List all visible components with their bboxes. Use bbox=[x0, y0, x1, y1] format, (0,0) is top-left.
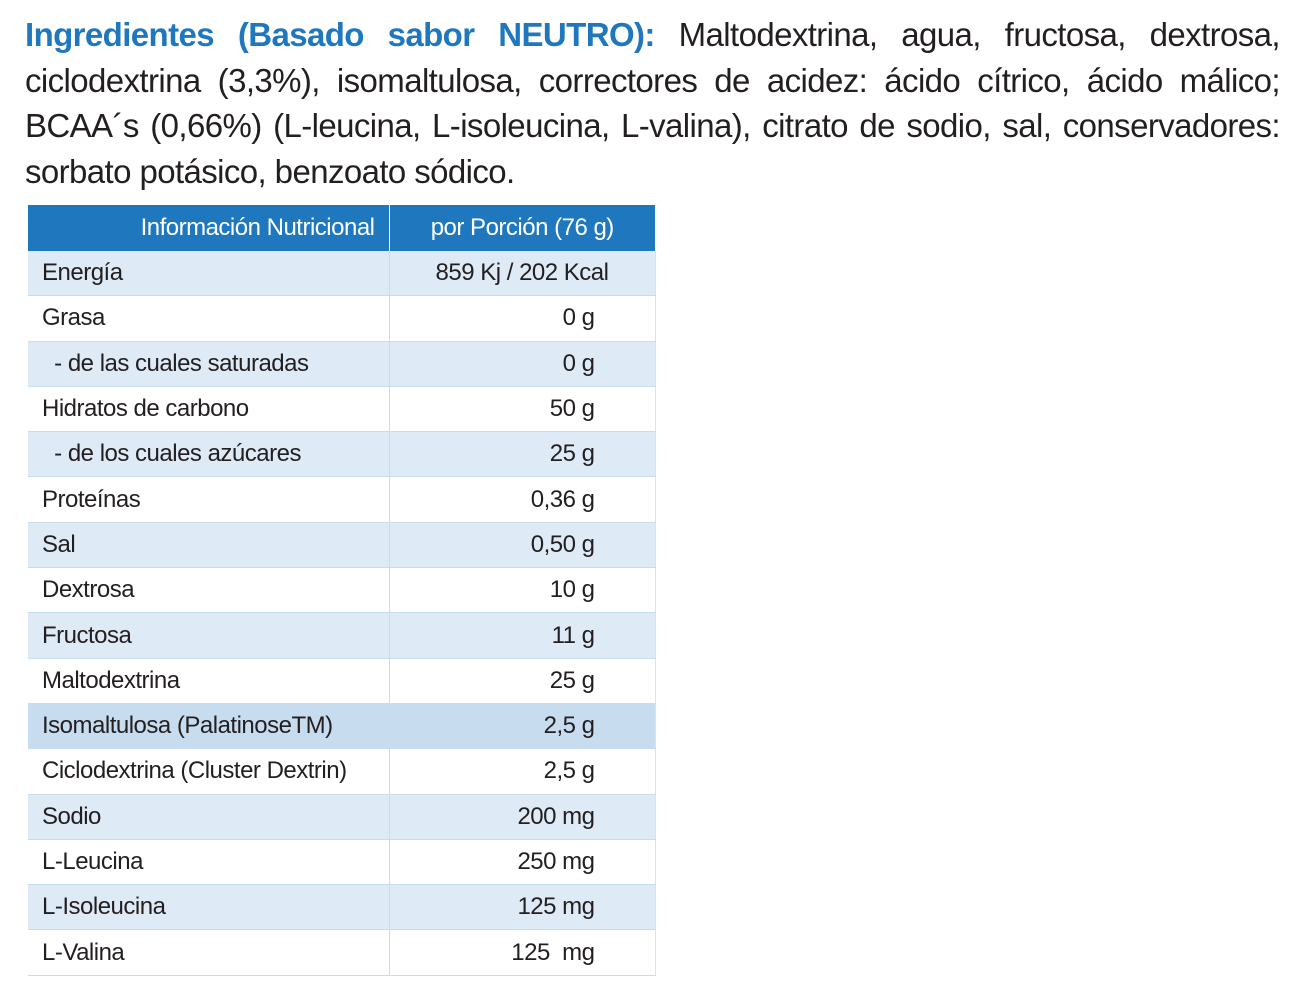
nutrient-value: 0,36 g bbox=[389, 476, 656, 523]
ingredients-text: Maltodextrina, agua, fructosa, dextrosa,… bbox=[25, 16, 1281, 190]
table-row: Sodio 200 mg bbox=[28, 794, 656, 840]
nutrient-value: 125 mg bbox=[389, 884, 656, 931]
table-row: Dextrosa 10 g bbox=[28, 567, 656, 614]
nutrient-name: Dextrosa bbox=[28, 567, 390, 614]
nutrient-value: 250 mg bbox=[389, 839, 656, 886]
table-row: Fructosa 11 g bbox=[28, 612, 656, 659]
table-row: L-Leucina 250 mg bbox=[28, 839, 656, 886]
nutrient-name: Proteínas bbox=[28, 476, 390, 523]
nutrient-name: - de las cuales saturadas bbox=[28, 341, 390, 387]
nutrient-value: 25 g bbox=[389, 431, 656, 478]
table-row: Isomaltulosa (PalatinoseTM) 2,5 g bbox=[28, 703, 656, 750]
nutrient-value: 50 g bbox=[389, 386, 656, 433]
table-row: Proteínas 0,36 g bbox=[28, 476, 656, 523]
table-row: - de las cuales saturadas 0 g bbox=[28, 341, 656, 387]
table-row: Grasa 0 g bbox=[28, 295, 656, 342]
ingredients-label: Ingredientes (Basado sabor NEUTRO): bbox=[25, 16, 655, 53]
nutrition-table-header: Información Nutricional por Porción (76 … bbox=[28, 205, 655, 251]
nutrient-name: Sal bbox=[28, 522, 390, 569]
ingredients-paragraph: Ingredientes (Basado sabor NEUTRO): Malt… bbox=[25, 12, 1281, 194]
nutrient-value: 2,5 g bbox=[389, 703, 656, 750]
table-row: Maltodextrina 25 g bbox=[28, 658, 656, 704]
table-row: Energía 859 Kj / 202 Kcal bbox=[28, 251, 656, 297]
nutrient-name: Isomaltulosa (PalatinoseTM) bbox=[28, 703, 390, 750]
nutrient-name: L-Leucina bbox=[28, 839, 390, 886]
nutrient-value: 0 g bbox=[389, 295, 656, 342]
nutrient-value: 11 g bbox=[389, 612, 656, 659]
nutrient-name: L-Isoleucina bbox=[28, 884, 390, 931]
table-row: L-Valina 125 mg bbox=[28, 929, 656, 976]
header-per-serving: por Porción (76 g) bbox=[389, 205, 655, 251]
nutrient-name: Sodio bbox=[28, 794, 390, 840]
table-row: Ciclodextrina (Cluster Dextrin) 2,5 g bbox=[28, 748, 656, 795]
nutrient-value: 859 Kj / 202 Kcal bbox=[389, 251, 656, 297]
nutrient-value: 200 mg bbox=[389, 794, 656, 840]
nutrient-value: 125 mg bbox=[389, 929, 656, 976]
nutrient-value: 25 g bbox=[389, 658, 656, 704]
nutrient-value: 2,5 g bbox=[389, 748, 656, 795]
nutrient-name: Hidratos de carbono bbox=[28, 386, 390, 433]
nutrient-value: 10 g bbox=[389, 567, 656, 614]
nutrient-name: Ciclodextrina (Cluster Dextrin) bbox=[28, 748, 390, 795]
table-row: Hidratos de carbono 50 g bbox=[28, 386, 656, 433]
nutrient-name: Energía bbox=[28, 251, 390, 297]
nutrient-name: Fructosa bbox=[28, 612, 390, 659]
nutrient-name: - de los cuales azúcares bbox=[28, 431, 390, 478]
nutrient-name: Grasa bbox=[28, 295, 390, 342]
table-row: - de los cuales azúcares 25 g bbox=[28, 431, 656, 478]
nutrient-name: L-Valina bbox=[28, 929, 390, 976]
nutrient-name: Maltodextrina bbox=[28, 658, 390, 704]
header-nutrition-info: Información Nutricional bbox=[28, 205, 390, 251]
nutrient-value: 0,50 g bbox=[389, 522, 656, 569]
nutrition-table: Información Nutricional por Porción (76 … bbox=[28, 205, 656, 976]
table-row: L-Isoleucina 125 mg bbox=[28, 884, 656, 931]
nutrient-value: 0 g bbox=[389, 341, 656, 387]
table-row: Sal 0,50 g bbox=[28, 522, 656, 569]
